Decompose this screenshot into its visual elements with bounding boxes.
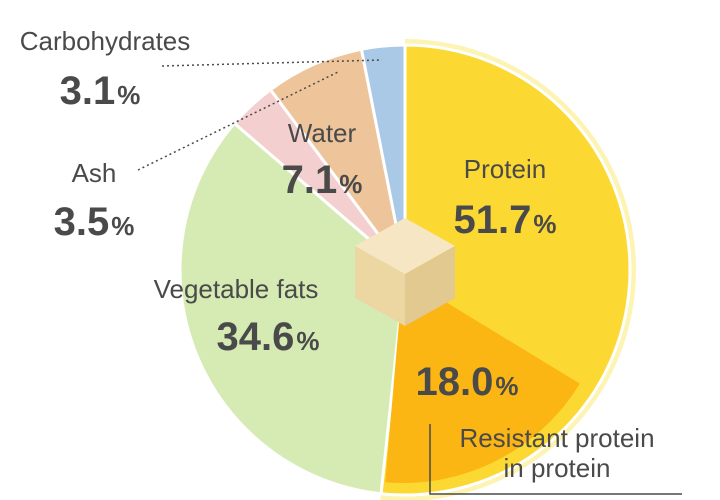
slice-resistant-protein — [385, 276, 580, 484]
protein-value: 51.7% — [454, 198, 557, 242]
carbohydrates-label: Carbohydrates — [20, 26, 191, 56]
protein-label: Protein — [464, 154, 546, 184]
slice-vegetable-fats — [178, 121, 407, 496]
vegetable-fats-value: 34.6% — [217, 315, 320, 359]
water-value: 7.1% — [282, 158, 363, 202]
cube-left — [355, 246, 405, 326]
cube-right — [405, 246, 455, 326]
ash-value: 3.5% — [54, 200, 135, 244]
ash-leader-line — [137, 71, 339, 171]
ash-label: Ash — [72, 158, 117, 188]
slice-carbohydrates — [359, 43, 407, 271]
vegetable-fats-label: Vegetable fats — [154, 274, 319, 304]
resistant-protein-value: 18.0% — [416, 360, 519, 404]
resistant-protein-label-line-2: in protein — [504, 453, 611, 483]
carbohydrates-leader-line — [161, 59, 383, 67]
cube-icon — [355, 218, 455, 326]
carbohydrates-value: 3.1% — [60, 69, 141, 113]
resistant-protein-label-line-1: Resistant protein — [459, 423, 654, 453]
resistant-protein-leader-line — [429, 424, 682, 495]
water-label: Water — [288, 118, 357, 148]
